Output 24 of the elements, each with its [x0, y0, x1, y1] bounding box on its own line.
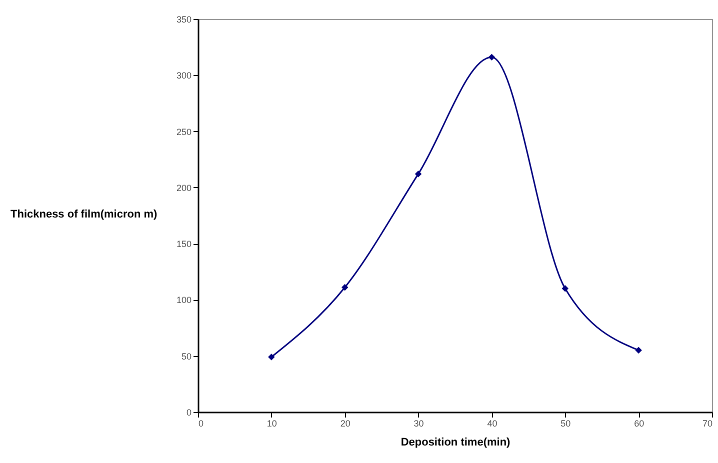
y-tick-label: 200	[176, 182, 192, 193]
x-tick-label: 50	[560, 418, 571, 428]
y-tick-label: 150	[176, 239, 192, 250]
x-tick-label: 70	[702, 418, 712, 428]
y-tick-label: 0	[186, 408, 192, 418]
x-tick-label: 10	[266, 418, 277, 428]
x-tick-label: 0	[198, 418, 204, 428]
y-tick-label: 100	[176, 295, 192, 306]
x-tick-label: 40	[487, 418, 498, 428]
point	[635, 346, 642, 354]
point	[342, 284, 348, 291]
point	[268, 354, 275, 360]
x-tick-label: 20	[340, 418, 350, 428]
point	[414, 170, 422, 178]
x-tick-label: 60	[634, 418, 644, 428]
y-axis-title: Thickness of film(micron m)	[10, 208, 158, 220]
y-tick-label: 350	[176, 14, 192, 24]
point	[488, 54, 496, 61]
x-tick-label: 30	[414, 418, 424, 428]
point	[562, 285, 568, 292]
y-tick-label: 250	[176, 126, 192, 137]
y-tick-label: 50	[181, 351, 192, 362]
y-tick-label: 300	[176, 70, 192, 81]
x-axis-title: Deposition time(min)	[400, 436, 511, 448]
